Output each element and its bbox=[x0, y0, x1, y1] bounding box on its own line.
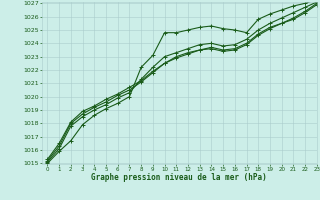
X-axis label: Graphe pression niveau de la mer (hPa): Graphe pression niveau de la mer (hPa) bbox=[91, 173, 267, 182]
